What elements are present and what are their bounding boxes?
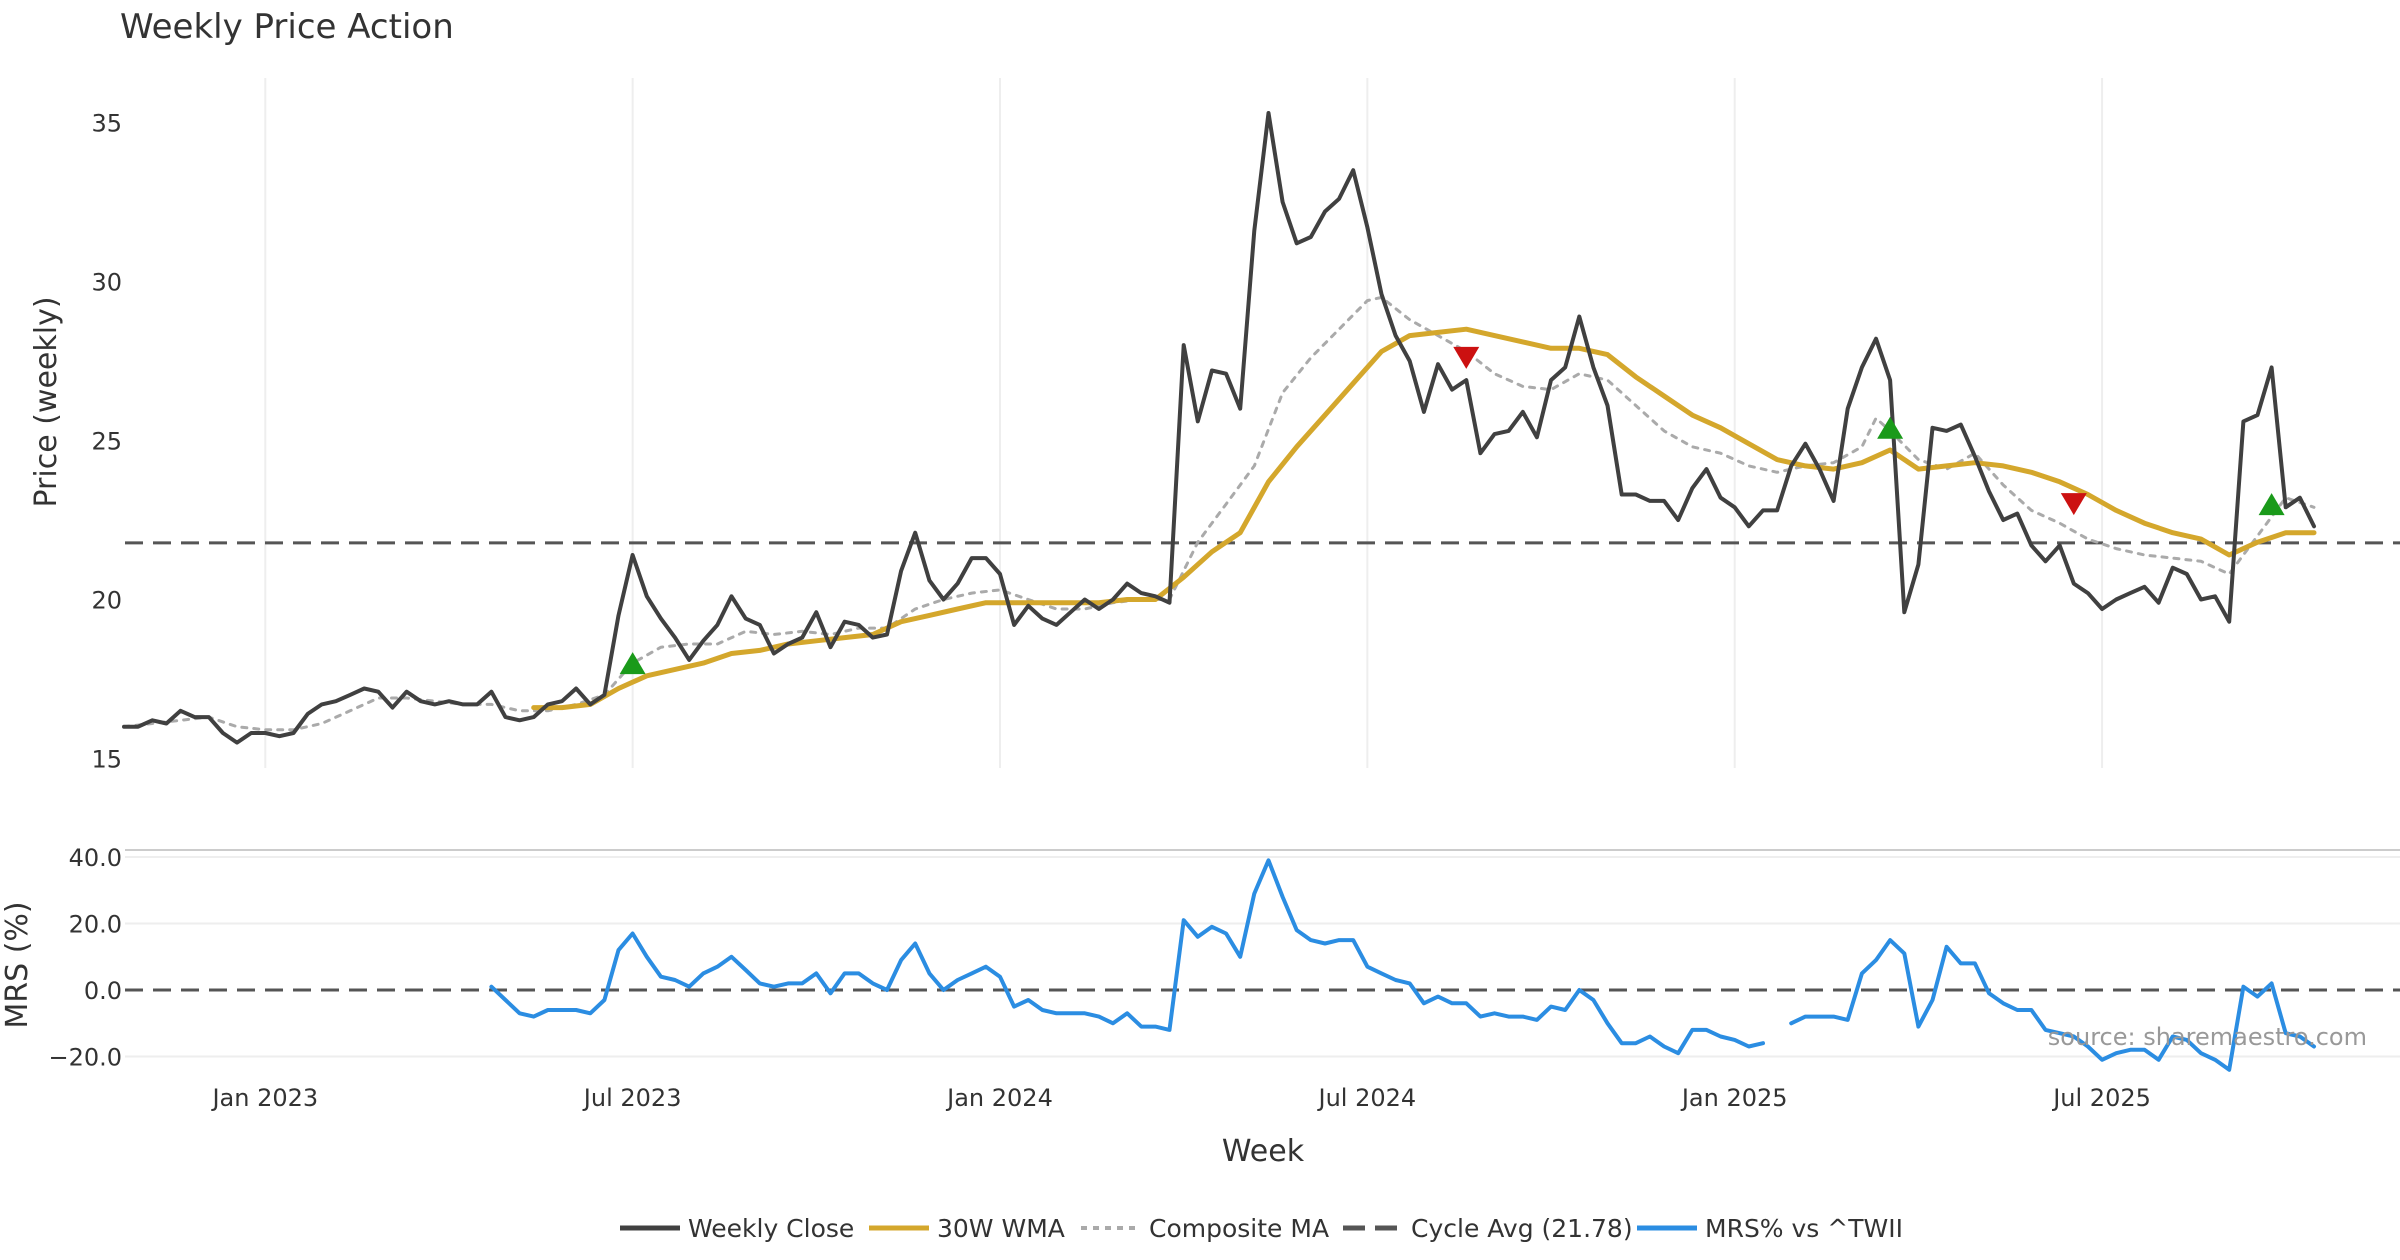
price-y-tick-15: 15 xyxy=(91,745,122,773)
legend-label-cycle-avg-21-78: Cycle Avg (21.78) xyxy=(1411,1214,1633,1243)
x-ticks: Jan 2023 Jul 2023 Jan 2024 Jul 2024 Jan 2025… xyxy=(210,1084,2150,1112)
mrs-lines xyxy=(125,858,2400,1072)
price-y-tick-25: 25 xyxy=(91,427,122,455)
mrs-line-segment-1 xyxy=(1789,938,2316,1072)
buy-signal-2 xyxy=(2258,493,2285,516)
mrs-y-tick-2: 20.0 xyxy=(69,911,122,939)
source-note: source: sharemaestro.com xyxy=(2048,1023,2367,1051)
price-y-tick-30: 30 xyxy=(91,269,122,297)
price-y-axis-label: Price (weekly) xyxy=(29,296,64,507)
mrs-y-tick-1: 0.0 xyxy=(84,977,122,1005)
x-tick-jul-2024: Jul 2024 xyxy=(1317,1084,1417,1112)
mrs-y-tick-3: 40.0 xyxy=(69,844,122,872)
legend-label-composite-ma: Composite MA xyxy=(1149,1214,1329,1243)
legend: Weekly Close 30W WMA Composite MA Cycle Avg… xyxy=(620,1214,1903,1243)
sell-signal-1 xyxy=(2060,493,2087,516)
price-y-tick-20: 20 xyxy=(91,586,122,614)
weekly-close-line xyxy=(122,111,2316,745)
x-axis-label: Week xyxy=(1222,1134,1305,1169)
mrs-line-segment-0 xyxy=(489,858,1765,1056)
chart-title: Weekly Price Action xyxy=(120,7,454,47)
x-tick-jan-2025: Jan 2025 xyxy=(1680,1084,1788,1112)
buy-signal-1 xyxy=(1877,416,1904,439)
composite-ma-line xyxy=(122,295,2316,732)
mrs-y-ticks: −20.0 0.0 20.0 40.0 xyxy=(48,844,122,1072)
price-lines xyxy=(122,111,2400,745)
signal-markers xyxy=(619,346,2285,675)
price-y-ticks: 15 20 25 30 35 xyxy=(91,110,122,774)
buy-signal-0 xyxy=(619,652,646,675)
mrs-y-axis-label: MRS (%) xyxy=(0,901,35,1028)
x-tick-jul-2023: Jul 2023 xyxy=(582,1084,682,1112)
x-tick-jan-2024: Jan 2024 xyxy=(945,1084,1053,1112)
x-tick-jul-2025: Jul 2025 xyxy=(2051,1084,2151,1112)
x-tick-jan-2023: Jan 2023 xyxy=(210,1084,318,1112)
mrs-grid xyxy=(125,856,2400,1058)
legend-label-weekly-close: Weekly Close xyxy=(688,1214,854,1243)
legend-label-30w-wma: 30W WMA xyxy=(937,1214,1065,1243)
30w-wma-line xyxy=(531,326,2317,711)
sell-signal-0 xyxy=(1453,346,1480,369)
price-grid xyxy=(264,78,2104,768)
legend-label-mrs-vs-twii: MRS% vs ^TWII xyxy=(1705,1214,1903,1243)
price-y-tick-35: 35 xyxy=(91,110,122,138)
mrs-y-tick-0: −20.0 xyxy=(48,1044,122,1072)
